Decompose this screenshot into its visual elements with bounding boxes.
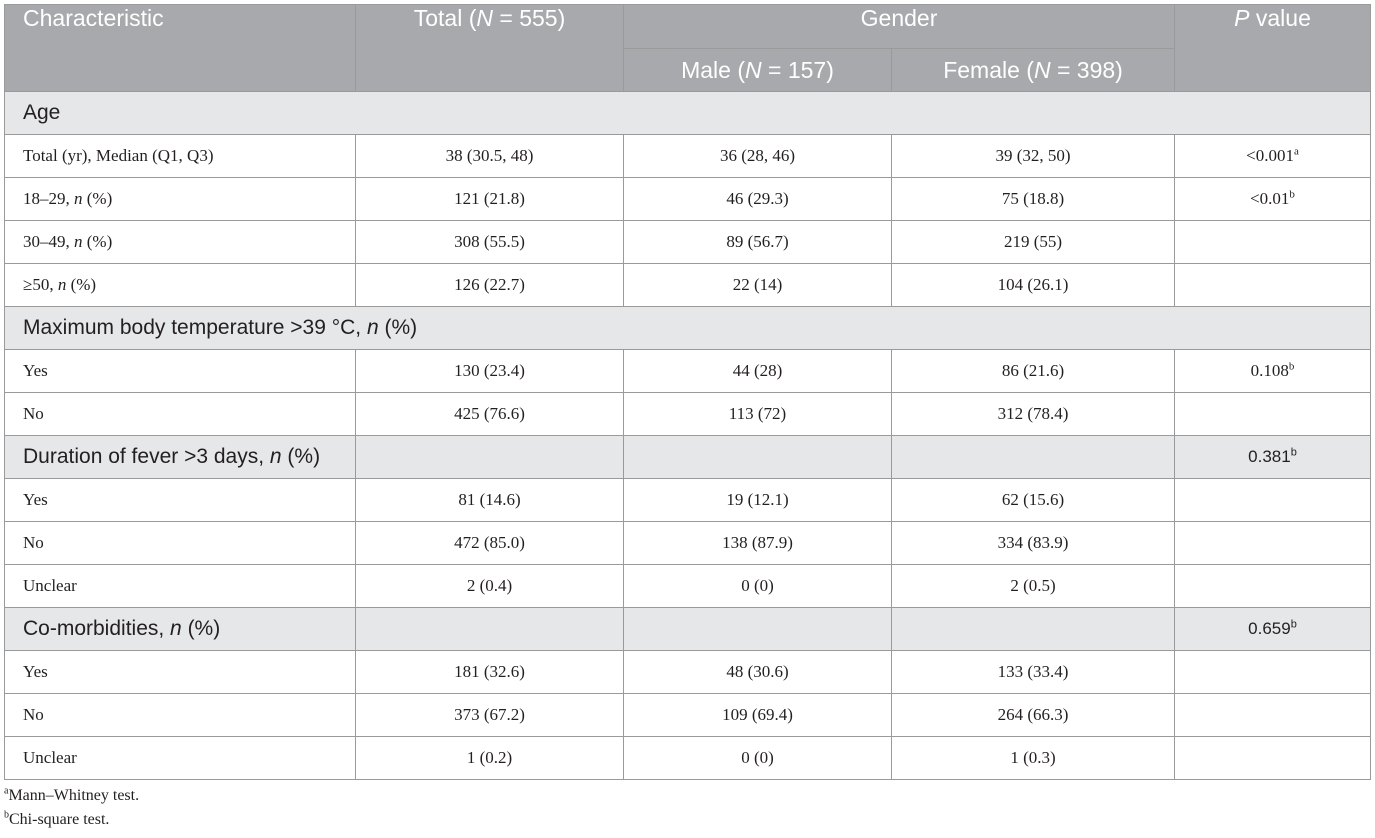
male-cell: 0 (0) [623, 736, 892, 780]
male-cell: 113 (72) [623, 392, 892, 436]
female-cell: 39 (32, 50) [891, 134, 1175, 178]
p-value-cell [1174, 521, 1371, 565]
table-row: 18–29, n (%) 121 (21.8) 46 (29.3) 75 (18.8)… [4, 177, 1371, 221]
p-value-cell: 0.381b [1174, 435, 1371, 479]
header-female: Female (N = 398) [891, 48, 1175, 92]
table-row: Yes 81 (14.6) 19 (12.1) 62 (15.6) [4, 478, 1371, 522]
total-cell: 121 (21.8) [355, 177, 624, 221]
row-label: Yes [4, 650, 356, 694]
table-row: Total (yr), Median (Q1, Q3) 38 (30.5, 48)… [4, 134, 1371, 178]
group-row: Duration of fever >3 days, n (%) 0.381b [4, 435, 1371, 479]
header-p-value: P value [1174, 4, 1371, 92]
row-label: Total (yr), Median (Q1, Q3) [4, 134, 356, 178]
characteristics-table: Characteristic Total (N = 555) Gender P … [4, 4, 1371, 780]
group-row: Co-morbidities, n (%) 0.659b [4, 607, 1371, 651]
table-row: No 373 (67.2) 109 (69.4) 264 (66.3) [4, 693, 1371, 737]
p-value-cell: 0.108b [1174, 349, 1371, 393]
table-row: No 425 (76.6) 113 (72) 312 (78.4) [4, 392, 1371, 436]
total-cell: 308 (55.5) [355, 220, 624, 264]
male-cell: 36 (28, 46) [623, 134, 892, 178]
total-cell: 81 (14.6) [355, 478, 624, 522]
male-cell: 89 (56.7) [623, 220, 892, 264]
female-cell: 334 (83.9) [891, 521, 1175, 565]
p-value-cell [1174, 478, 1371, 522]
p-value-cell [1174, 564, 1371, 608]
total-cell: 130 (23.4) [355, 349, 624, 393]
footnote: bChi-square test. [4, 809, 110, 828]
group-blank-cell [355, 607, 624, 651]
group-blank-cell [623, 435, 892, 479]
female-cell: 1 (0.3) [891, 736, 1175, 780]
total-cell: 425 (76.6) [355, 392, 624, 436]
male-cell: 44 (28) [623, 349, 892, 393]
female-cell: 75 (18.8) [891, 177, 1175, 221]
group-label: Co-morbidities, n (%) [4, 607, 356, 651]
male-cell: 46 (29.3) [623, 177, 892, 221]
female-cell: 133 (33.4) [891, 650, 1175, 694]
male-cell: 48 (30.6) [623, 650, 892, 694]
table-row: Unclear 2 (0.4) 0 (0) 2 (0.5) [4, 564, 1371, 608]
female-cell: 62 (15.6) [891, 478, 1175, 522]
group-blank-cell [355, 435, 624, 479]
group-blank-cell [891, 607, 1175, 651]
header-total: Total (N = 555) [355, 4, 624, 92]
female-cell: 104 (26.1) [891, 263, 1175, 307]
row-label: No [4, 392, 356, 436]
p-value-cell: <0.001a [1174, 134, 1371, 178]
header-gender: Gender [623, 4, 1175, 49]
row-label: ≥50, n (%) [4, 263, 356, 307]
female-cell: 219 (55) [891, 220, 1175, 264]
male-cell: 22 (14) [623, 263, 892, 307]
total-cell: 38 (30.5, 48) [355, 134, 624, 178]
group-label: Maximum body temperature >39 °C, n (%) [4, 306, 1371, 350]
header-male: Male (N = 157) [623, 48, 892, 92]
group-label: Age [4, 91, 1371, 135]
table-header: Characteristic Total (N = 555) Gender P … [4, 4, 1371, 92]
male-cell: 109 (69.4) [623, 693, 892, 737]
group-row: Maximum body temperature >39 °C, n (%) [4, 306, 1371, 350]
p-value-cell [1174, 736, 1371, 780]
row-label: No [4, 693, 356, 737]
row-label: 18–29, n (%) [4, 177, 356, 221]
total-cell: 373 (67.2) [355, 693, 624, 737]
group-blank-cell [623, 607, 892, 651]
total-cell: 126 (22.7) [355, 263, 624, 307]
table-row: No 472 (85.0) 138 (87.9) 334 (83.9) [4, 521, 1371, 565]
table-body: Age Total (yr), Median (Q1, Q3) 38 (30.5, … [4, 91, 1371, 780]
table-row: ≥50, n (%) 126 (22.7) 22 (14) 104 (26.1) [4, 263, 1371, 307]
female-cell: 86 (21.6) [891, 349, 1175, 393]
header-characteristic: Characteristic [4, 4, 356, 92]
row-label: Unclear [4, 736, 356, 780]
group-row: Age [4, 91, 1371, 135]
p-value-cell: 0.659b [1174, 607, 1371, 651]
row-label: Unclear [4, 564, 356, 608]
male-cell: 138 (87.9) [623, 521, 892, 565]
p-value-cell [1174, 220, 1371, 264]
male-cell: 0 (0) [623, 564, 892, 608]
total-cell: 1 (0.2) [355, 736, 624, 780]
group-label: Duration of fever >3 days, n (%) [4, 435, 356, 479]
male-cell: 19 (12.1) [623, 478, 892, 522]
row-label: Yes [4, 349, 356, 393]
female-cell: 312 (78.4) [891, 392, 1175, 436]
row-label: Yes [4, 478, 356, 522]
table-row: Yes 181 (32.6) 48 (30.6) 133 (33.4) [4, 650, 1371, 694]
female-cell: 264 (66.3) [891, 693, 1175, 737]
total-cell: 181 (32.6) [355, 650, 624, 694]
group-blank-cell [891, 435, 1175, 479]
footnote: aMann–Whitney test. [4, 785, 140, 804]
table-row: Yes 130 (23.4) 44 (28) 86 (21.6) 0.108b [4, 349, 1371, 393]
p-value-cell [1174, 693, 1371, 737]
row-label: 30–49, n (%) [4, 220, 356, 264]
row-label: No [4, 521, 356, 565]
p-value-cell [1174, 263, 1371, 307]
table-row: Unclear 1 (0.2) 0 (0) 1 (0.3) [4, 736, 1371, 780]
female-cell: 2 (0.5) [891, 564, 1175, 608]
p-value-cell [1174, 392, 1371, 436]
p-value-cell: <0.01b [1174, 177, 1371, 221]
p-value-cell [1174, 650, 1371, 694]
table-row: 30–49, n (%) 308 (55.5) 89 (56.7) 219 (55) [4, 220, 1371, 264]
total-cell: 472 (85.0) [355, 521, 624, 565]
total-cell: 2 (0.4) [355, 564, 624, 608]
